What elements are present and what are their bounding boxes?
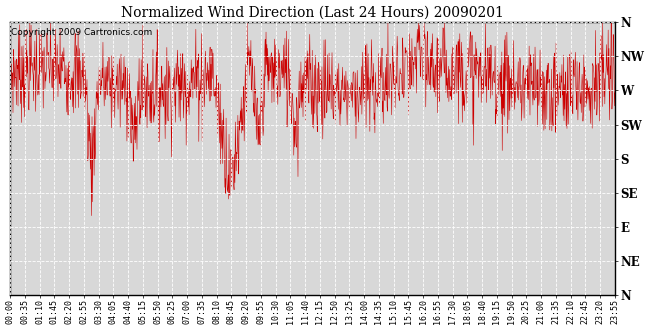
Text: Copyright 2009 Cartronics.com: Copyright 2009 Cartronics.com bbox=[11, 28, 153, 37]
Title: Normalized Wind Direction (Last 24 Hours) 20090201: Normalized Wind Direction (Last 24 Hours… bbox=[121, 6, 504, 19]
